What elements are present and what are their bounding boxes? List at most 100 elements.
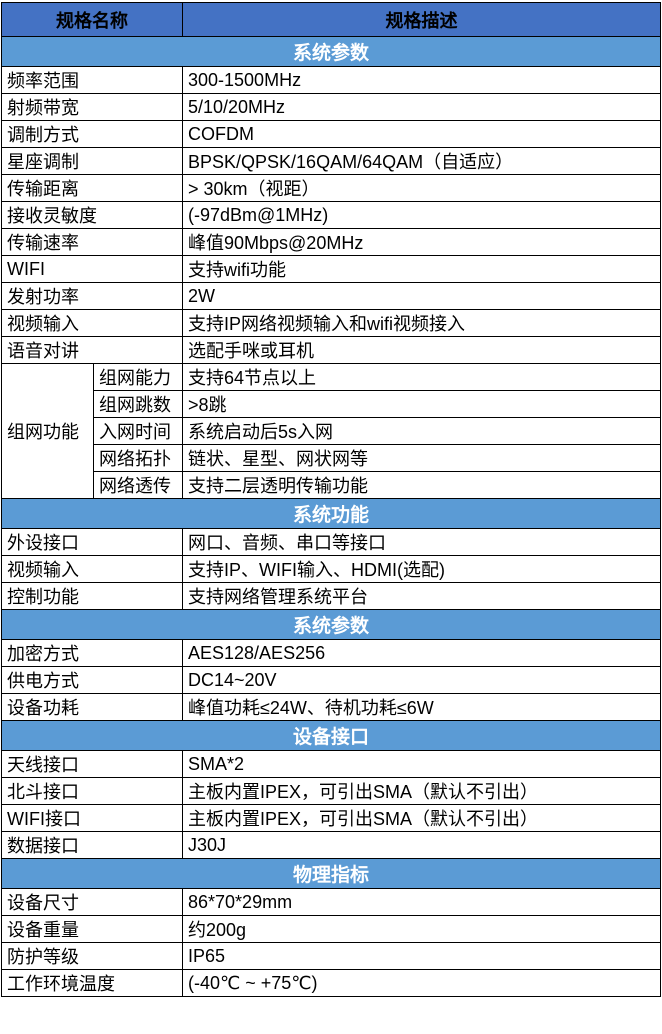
spec-name: 数据接口 bbox=[1, 831, 183, 859]
spec-value: 主板内置IPEX，可引出SMA（默认不引出） bbox=[182, 804, 661, 832]
spec-name: 组网跳数 bbox=[93, 390, 183, 418]
spec-value: 支持IP、WIFI输入、HDMI(选配) bbox=[182, 555, 661, 583]
spec-name: WIFI bbox=[1, 255, 183, 283]
spec-row: 视频输入 支持IP网络视频输入和wifi视频接入 bbox=[1, 309, 661, 337]
spec-subrow: 入网时间 系统启动后5s入网 bbox=[2, 417, 661, 445]
spec-table: 规格名称 规格描述 系统参数 频率范围 300-1500MHz 射频带宽 5/10/20… bbox=[1, 2, 661, 997]
spec-row: 视频输入 支持IP、WIFI输入、HDMI(选配) bbox=[1, 555, 661, 583]
spec-row: 接收灵敏度 (-97dBm@1MHz) bbox=[1, 201, 661, 229]
spec-value: 86*70*29mm bbox=[182, 888, 661, 916]
spec-value: AES128/AES256 bbox=[182, 639, 661, 667]
spec-name: 防护等级 bbox=[1, 942, 183, 970]
spec-value: SMA*2 bbox=[182, 750, 661, 778]
spec-value: 主板内置IPEX，可引出SMA（默认不引出） bbox=[182, 777, 661, 805]
spec-name: 接收灵敏度 bbox=[1, 201, 183, 229]
section-title: 物理指标 bbox=[1, 858, 661, 889]
spec-row: 外设接口 网口、音频、串口等接口 bbox=[1, 528, 661, 556]
spec-name: 设备功耗 bbox=[1, 693, 183, 721]
spec-value: 2W bbox=[182, 282, 661, 310]
section-header-row-3: 设备接口 bbox=[1, 720, 661, 751]
section-title: 系统参数 bbox=[1, 609, 661, 640]
spec-value: 系统启动后5s入网 bbox=[182, 417, 661, 445]
group-label: 组网功能 bbox=[1, 363, 94, 499]
spec-value: > 30km（视距） bbox=[182, 174, 661, 202]
spec-row: 数据接口 J30J bbox=[1, 831, 661, 859]
section-title: 系统功能 bbox=[1, 498, 661, 529]
spec-name: 网络拓扑 bbox=[93, 444, 183, 472]
spec-value: (-97dBm@1MHz) bbox=[182, 201, 661, 229]
spec-name: 供电方式 bbox=[1, 666, 183, 694]
spec-name: 调制方式 bbox=[1, 120, 183, 148]
spec-value: 5/10/20MHz bbox=[182, 93, 661, 121]
spec-row: 星座调制 BPSK/QPSK/16QAM/64QAM（自适应） bbox=[1, 147, 661, 175]
spec-name: WIFI接口 bbox=[1, 804, 183, 832]
spec-value: DC14~20V bbox=[182, 666, 661, 694]
spec-subrow: 组网功能 组网能力 支持64节点以上 bbox=[1, 363, 661, 499]
column-header-spec-desc: 规格描述 bbox=[182, 2, 661, 37]
spec-name: 视频输入 bbox=[1, 555, 183, 583]
spec-value: 支持IP网络视频输入和wifi视频接入 bbox=[182, 309, 661, 337]
spec-value: BPSK/QPSK/16QAM/64QAM（自适应） bbox=[182, 147, 661, 175]
section-header-row-2: 系统参数 bbox=[1, 609, 661, 640]
spec-row: 北斗接口 主板内置IPEX，可引出SMA（默认不引出） bbox=[1, 777, 661, 805]
spec-value: 网口、音频、串口等接口 bbox=[182, 528, 661, 556]
spec-value: 链状、星型、网状网等 bbox=[182, 444, 661, 472]
section-header-row-4: 物理指标 bbox=[1, 858, 661, 889]
spec-row: 设备重量 约200g bbox=[1, 915, 661, 943]
spec-name: 频率范围 bbox=[1, 66, 183, 94]
spec-name: 发射功率 bbox=[1, 282, 183, 310]
spec-name: 组网能力 bbox=[93, 363, 183, 391]
spec-value: 峰值90Mbps@20MHz bbox=[182, 228, 661, 256]
spec-name: 传输距离 bbox=[1, 174, 183, 202]
spec-row: 加密方式 AES128/AES256 bbox=[1, 639, 661, 667]
spec-name: 设备重量 bbox=[1, 915, 183, 943]
spec-name: 传输速率 bbox=[1, 228, 183, 256]
spec-row: 防护等级 IP65 bbox=[1, 942, 661, 970]
spec-row: 传输速率 峰值90Mbps@20MHz bbox=[1, 228, 661, 256]
spec-row: 供电方式 DC14~20V bbox=[1, 666, 661, 694]
spec-value: 峰值功耗≤24W、待机功耗≤6W bbox=[182, 693, 661, 721]
spec-value: 选配手咪或耳机 bbox=[182, 336, 661, 364]
spec-value: 支持wifi功能 bbox=[182, 255, 661, 283]
spec-row: 传输距离 > 30km（视距） bbox=[1, 174, 661, 202]
spec-row: 控制功能 支持网络管理系统平台 bbox=[1, 582, 661, 610]
spec-row: 语音对讲 选配手咪或耳机 bbox=[1, 336, 661, 364]
spec-name: 加密方式 bbox=[1, 639, 183, 667]
spec-row: 频率范围 300-1500MHz bbox=[1, 66, 661, 94]
column-header-spec-name: 规格名称 bbox=[1, 2, 183, 37]
spec-name: 工作环境温度 bbox=[1, 969, 183, 997]
spec-row: 射频带宽 5/10/20MHz bbox=[1, 93, 661, 121]
spec-name: 设备尺寸 bbox=[1, 888, 183, 916]
spec-row: WIFI 支持wifi功能 bbox=[1, 255, 661, 283]
spec-subrow: 网络透传 支持二层透明传输功能 bbox=[2, 471, 661, 499]
spec-name: 控制功能 bbox=[1, 582, 183, 610]
spec-value: 约200g bbox=[182, 915, 661, 943]
spec-row: WIFI接口 主板内置IPEX，可引出SMA（默认不引出） bbox=[1, 804, 661, 832]
section-header-row-1: 系统功能 bbox=[1, 498, 661, 529]
spec-subrow: 组网跳数 >8跳 bbox=[2, 390, 661, 418]
spec-value: 支持网络管理系统平台 bbox=[182, 582, 661, 610]
spec-value: 支持64节点以上 bbox=[182, 363, 661, 391]
spec-name: 天线接口 bbox=[1, 750, 183, 778]
spec-value: J30J bbox=[182, 831, 661, 859]
spec-row: 天线接口 SMA*2 bbox=[1, 750, 661, 778]
section-header-row-0: 系统参数 bbox=[1, 36, 661, 67]
spec-name: 北斗接口 bbox=[1, 777, 183, 805]
section-title: 系统参数 bbox=[1, 36, 661, 67]
spec-value: (-40℃ ~ +75℃) bbox=[182, 969, 661, 997]
spec-name: 外设接口 bbox=[1, 528, 183, 556]
spec-name: 视频输入 bbox=[1, 309, 183, 337]
spec-name: 射频带宽 bbox=[1, 93, 183, 121]
spec-table-body: 系统参数 频率范围 300-1500MHz 射频带宽 5/10/20MHz 调制方式 COF… bbox=[1, 36, 661, 997]
spec-value: COFDM bbox=[182, 120, 661, 148]
spec-row: 设备尺寸 86*70*29mm bbox=[1, 888, 661, 916]
spec-row: 发射功率 2W bbox=[1, 282, 661, 310]
spec-row: 工作环境温度 (-40℃ ~ +75℃) bbox=[1, 969, 661, 997]
spec-name: 网络透传 bbox=[93, 471, 183, 499]
spec-name: 入网时间 bbox=[93, 417, 183, 445]
spec-value: 支持二层透明传输功能 bbox=[182, 471, 661, 499]
spec-value: >8跳 bbox=[182, 390, 661, 418]
spec-row: 调制方式 COFDM bbox=[1, 120, 661, 148]
spec-name: 星座调制 bbox=[1, 147, 183, 175]
